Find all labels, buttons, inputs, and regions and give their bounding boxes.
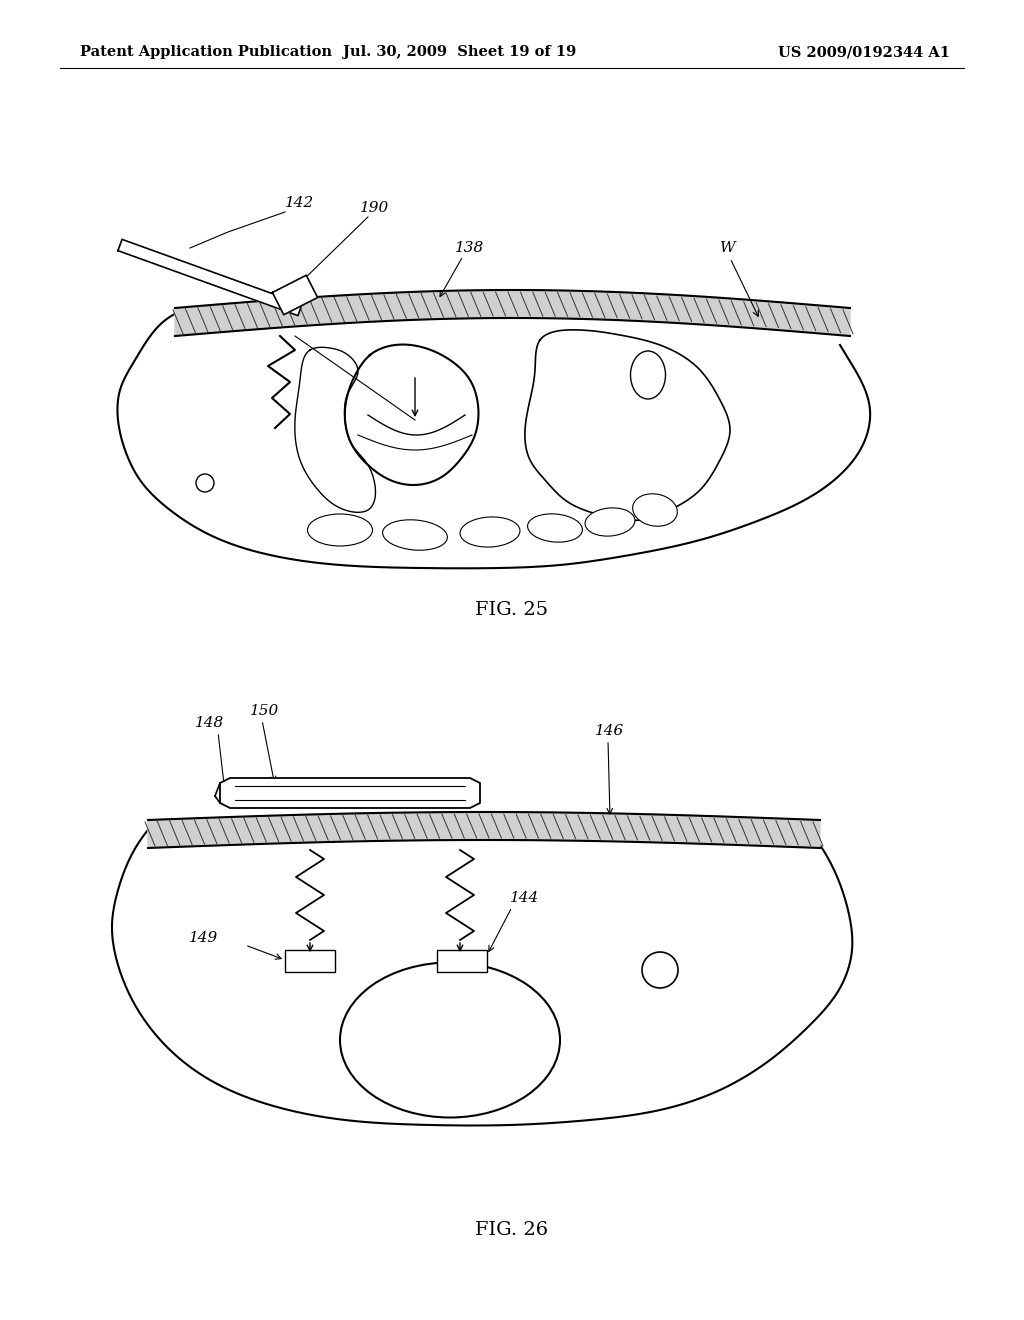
Polygon shape [175, 290, 850, 337]
Polygon shape [220, 777, 480, 808]
Ellipse shape [340, 962, 560, 1118]
Polygon shape [345, 345, 478, 484]
Ellipse shape [383, 520, 447, 550]
Text: FIG. 25: FIG. 25 [475, 601, 549, 619]
Text: Jul. 30, 2009  Sheet 19 of 19: Jul. 30, 2009 Sheet 19 of 19 [343, 45, 577, 59]
Text: 148: 148 [195, 715, 224, 730]
Ellipse shape [585, 508, 635, 536]
Ellipse shape [527, 513, 583, 543]
Ellipse shape [633, 494, 677, 527]
Text: 150: 150 [250, 704, 280, 718]
Text: 138: 138 [455, 242, 484, 255]
Ellipse shape [307, 513, 373, 546]
Polygon shape [148, 812, 820, 847]
Bar [437, 950, 487, 972]
Polygon shape [118, 239, 302, 315]
Bar [285, 950, 335, 972]
Text: W: W [720, 242, 735, 255]
Ellipse shape [460, 517, 520, 546]
Text: 149: 149 [188, 931, 218, 945]
Text: 142: 142 [285, 195, 314, 210]
Text: Patent Application Publication: Patent Application Publication [80, 45, 332, 59]
Text: 190: 190 [360, 201, 389, 215]
Ellipse shape [631, 351, 666, 399]
Text: US 2009/0192344 A1: US 2009/0192344 A1 [778, 45, 950, 59]
Polygon shape [272, 276, 317, 314]
Text: FIG. 26: FIG. 26 [475, 1221, 549, 1239]
Text: 144: 144 [510, 891, 540, 906]
Text: 146: 146 [595, 723, 625, 738]
